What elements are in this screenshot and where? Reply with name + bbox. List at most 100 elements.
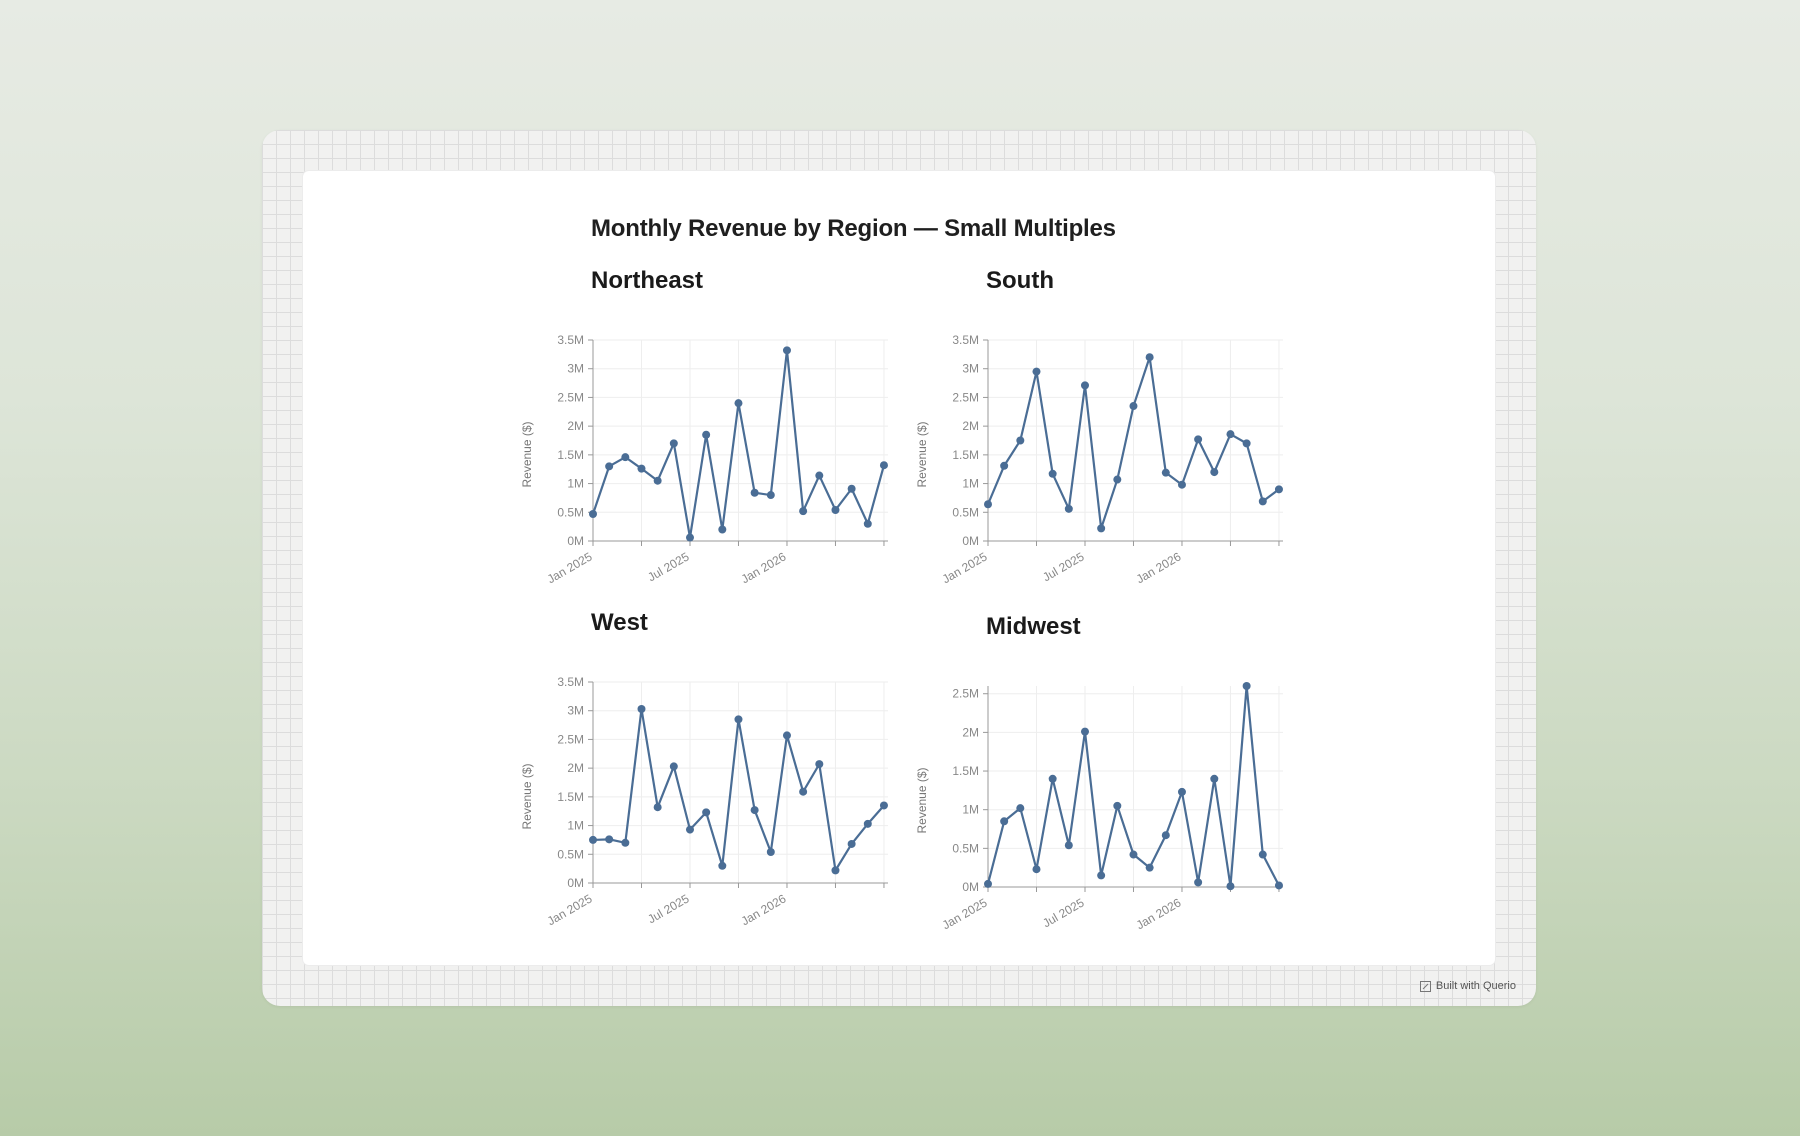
data-point[interactable]	[621, 453, 630, 462]
data-point[interactable]	[831, 505, 840, 514]
data-point[interactable]	[637, 704, 646, 713]
chart-west: 0M 0.5M 1M 1.5M 2M 2.5M 3M 3.5M Jan 2025 Jul 2025…	[520, 675, 888, 928]
data-point[interactable]	[1000, 461, 1009, 470]
data-point[interactable]	[1048, 469, 1057, 478]
y-tick-label: 1.5M	[557, 448, 584, 462]
data-point[interactable]	[984, 879, 992, 888]
data-point[interactable]	[1145, 863, 1154, 872]
data-point[interactable]	[815, 471, 824, 480]
data-point[interactable]	[782, 731, 791, 740]
data-point[interactable]	[1032, 865, 1041, 874]
x-tick-label: Jan 2026	[739, 549, 789, 586]
y-tick-label: 2.5M	[952, 390, 979, 404]
data-point[interactable]	[1032, 367, 1041, 376]
data-point[interactable]	[1064, 504, 1073, 513]
data-point[interactable]	[1080, 727, 1089, 736]
y-tick-label: 0M	[962, 880, 979, 894]
data-point[interactable]	[1274, 485, 1283, 494]
y-tick-label: 0M	[567, 534, 584, 548]
data-point[interactable]	[1048, 774, 1057, 783]
y-tick-label: 1.5M	[557, 790, 584, 804]
x-tick-label: Jul 2025	[645, 549, 692, 584]
data-point[interactable]	[815, 760, 824, 769]
data-point[interactable]	[1274, 881, 1283, 890]
data-point[interactable]	[847, 484, 856, 493]
data-point[interactable]	[1242, 439, 1251, 448]
data-point[interactable]	[1016, 804, 1025, 813]
data-point[interactable]	[653, 803, 662, 812]
y-axis-label: Revenue ($)	[915, 421, 929, 487]
data-point[interactable]	[1097, 524, 1106, 533]
data-point[interactable]	[734, 715, 743, 724]
data-point[interactable]	[718, 861, 727, 870]
y-tick-label: 1M	[962, 803, 979, 817]
data-point[interactable]	[1113, 475, 1122, 484]
y-tick-label: 2.5M	[557, 390, 584, 404]
data-point[interactable]	[799, 507, 808, 516]
data-point[interactable]	[605, 835, 614, 844]
x-tick-label: Jul 2025	[1040, 549, 1087, 584]
data-point[interactable]	[766, 847, 775, 856]
data-point[interactable]	[847, 839, 856, 848]
data-point[interactable]	[637, 464, 646, 473]
data-point[interactable]	[702, 808, 711, 817]
data-point[interactable]	[734, 399, 743, 408]
data-point[interactable]	[799, 787, 808, 796]
data-point[interactable]	[685, 825, 694, 834]
data-point[interactable]	[1177, 480, 1186, 489]
data-point[interactable]	[685, 533, 694, 542]
data-point[interactable]	[1226, 882, 1235, 891]
data-point[interactable]	[653, 476, 662, 485]
data-point[interactable]	[750, 488, 759, 497]
data-point[interactable]	[863, 519, 872, 528]
data-point[interactable]	[1161, 831, 1170, 840]
data-point[interactable]	[589, 835, 597, 844]
data-point[interactable]	[1210, 774, 1219, 783]
data-point[interactable]	[1016, 436, 1025, 445]
data-point[interactable]	[1177, 787, 1186, 796]
y-tick-label: 3.5M	[557, 675, 584, 689]
data-point[interactable]	[1080, 381, 1089, 390]
x-tick-label: Jan 2026	[1134, 895, 1184, 932]
querio-logo-icon	[1419, 980, 1431, 992]
data-point[interactable]	[669, 762, 678, 771]
data-point[interactable]	[750, 806, 759, 815]
data-point[interactable]	[1210, 468, 1219, 477]
data-point[interactable]	[718, 525, 727, 534]
data-point[interactable]	[621, 838, 630, 847]
y-tick-label: 2M	[962, 419, 979, 433]
y-tick-label: 2.5M	[557, 732, 584, 746]
data-point[interactable]	[1258, 497, 1267, 506]
data-point[interactable]	[1242, 682, 1251, 690]
data-point[interactable]	[879, 461, 888, 470]
page-title: Monthly Revenue by Region — Small Multip…	[591, 215, 1116, 242]
data-point[interactable]	[1000, 817, 1009, 826]
y-tick-label: 0.5M	[952, 505, 979, 519]
data-point[interactable]	[1194, 878, 1203, 887]
data-point[interactable]	[879, 801, 888, 810]
data-point[interactable]	[1129, 850, 1138, 859]
panel-title-south: South	[986, 267, 1054, 294]
data-point[interactable]	[702, 430, 711, 439]
data-point[interactable]	[1161, 468, 1170, 477]
data-point[interactable]	[1113, 801, 1122, 810]
data-point[interactable]	[589, 510, 597, 519]
data-point[interactable]	[1145, 353, 1154, 362]
data-point[interactable]	[1226, 430, 1235, 439]
data-point[interactable]	[605, 462, 614, 471]
y-axis-label: Revenue ($)	[520, 763, 534, 829]
data-point[interactable]	[1194, 435, 1203, 444]
data-point[interactable]	[1064, 841, 1073, 850]
data-point[interactable]	[863, 819, 872, 828]
data-point[interactable]	[984, 500, 992, 509]
data-point[interactable]	[831, 866, 840, 875]
x-tick-label: Jul 2025	[645, 891, 692, 926]
data-point[interactable]	[1129, 402, 1138, 411]
data-point[interactable]	[782, 346, 791, 355]
data-point[interactable]	[1258, 850, 1267, 859]
data-point[interactable]	[766, 491, 775, 500]
x-tick-label: Jan 2025	[545, 891, 595, 928]
built-with-credit[interactable]: Built with Querio	[1419, 980, 1516, 992]
data-point[interactable]	[669, 439, 678, 448]
data-point[interactable]	[1097, 871, 1106, 880]
